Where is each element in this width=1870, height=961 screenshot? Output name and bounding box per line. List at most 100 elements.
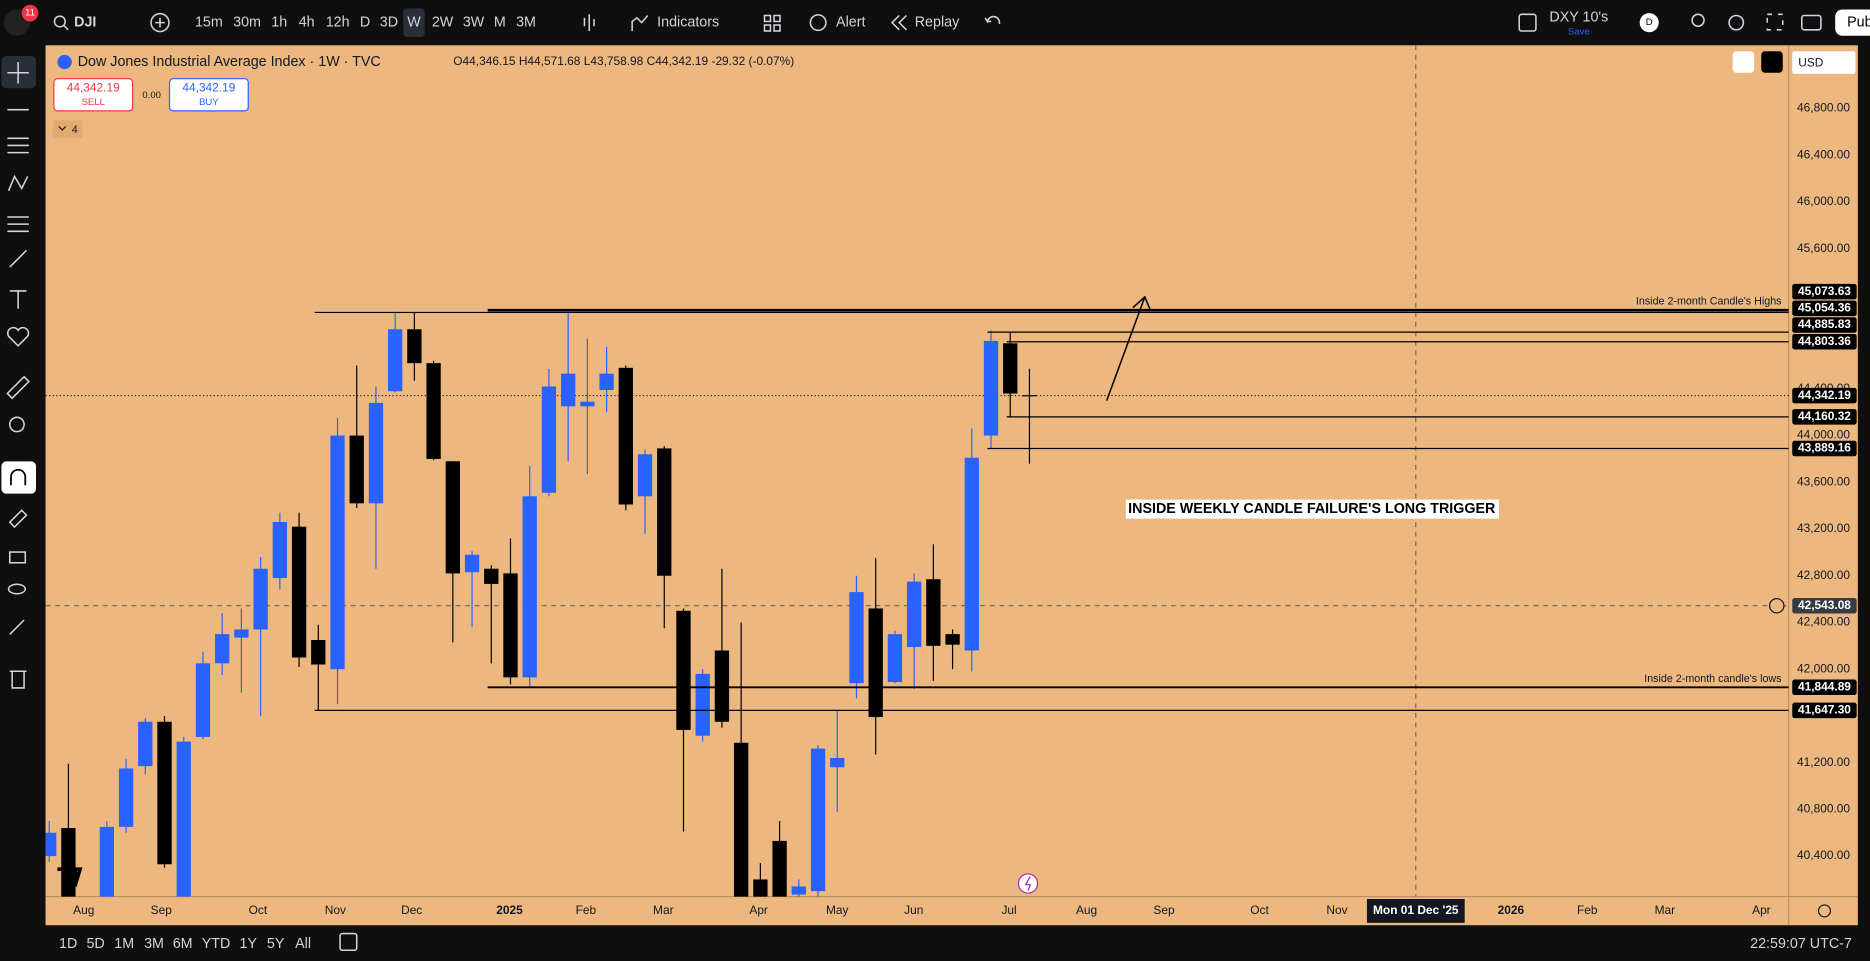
line-price-label: 44,160.32	[1798, 409, 1851, 423]
snapshot[interactable]	[1801, 14, 1822, 31]
interval[interactable]: D	[360, 14, 370, 30]
x-tick-label: Aug	[73, 903, 94, 917]
interval[interactable]: 30m	[233, 14, 261, 30]
forecast-tool[interactable]	[7, 216, 29, 233]
lock-tool[interactable]	[8, 551, 27, 564]
date-range-icon[interactable]	[339, 932, 358, 952]
candle-body	[464, 554, 480, 573]
interval[interactable]: 3W	[463, 14, 485, 30]
layout-icon	[763, 24, 772, 32]
events-bolt	[1024, 876, 1032, 891]
interval[interactable]: 2W	[432, 14, 454, 30]
candle-body	[772, 840, 787, 897]
candle-body	[445, 461, 460, 574]
interval[interactable]: 15m	[195, 14, 223, 30]
publish: Pub	[1847, 14, 1870, 30]
fib-tool[interactable]	[7, 137, 29, 154]
fullscreen[interactable]	[1766, 13, 1784, 31]
axis-settings[interactable]	[1817, 904, 1832, 918]
line-price-label-bg	[1792, 317, 1857, 333]
candle-body	[714, 650, 730, 722]
candle-body	[637, 454, 653, 497]
candle-body	[945, 634, 960, 645]
stay-drawing[interactable]	[8, 509, 28, 529]
settings[interactable]	[1728, 14, 1745, 31]
candle-body	[522, 496, 537, 678]
symbol[interactable]: DJI	[74, 14, 96, 30]
x-tick-label: Oct	[1250, 903, 1269, 917]
line-price-label-bg	[1792, 333, 1857, 350]
chart-type-icon[interactable]	[583, 14, 595, 31]
brush-tool[interactable]	[9, 249, 28, 268]
remove-tool[interactable]	[9, 670, 27, 689]
hide-tool[interactable]	[7, 583, 27, 595]
icon-tool[interactable]	[7, 326, 30, 347]
line-price-label-bg	[1792, 283, 1857, 300]
add-symbol-icon	[155, 17, 165, 28]
x-tick-label: Nov	[325, 903, 346, 917]
layout-toggle[interactable]	[1518, 13, 1537, 32]
layout-icon	[773, 14, 781, 23]
currency-select[interactable]	[1792, 51, 1856, 74]
interval[interactable]: W	[407, 14, 421, 30]
y-tick-label: 46,400.00	[1797, 147, 1850, 161]
interval[interactable]: 12h	[326, 14, 350, 30]
range[interactable]: 3M	[144, 936, 164, 952]
undo[interactable]	[984, 15, 1001, 24]
x-tick-label: Oct	[249, 903, 268, 917]
interval-active	[403, 8, 425, 37]
indicators[interactable]: Indicators	[657, 14, 719, 30]
range[interactable]: 1M	[114, 936, 134, 952]
candle-body	[868, 608, 883, 718]
alert-icon	[809, 14, 827, 32]
scroll-button[interactable]	[1732, 51, 1755, 73]
add-symbol[interactable]	[150, 12, 170, 33]
text-tool[interactable]	[9, 290, 27, 309]
range[interactable]: 1D	[59, 936, 77, 952]
chevron	[58, 125, 67, 131]
zoom-tool[interactable]	[8, 416, 25, 433]
alerts-badge: 11	[25, 8, 35, 19]
interval[interactable]: 1h	[271, 14, 287, 30]
interval[interactable]: 3D	[380, 14, 398, 30]
range[interactable]: 6M	[173, 936, 193, 952]
layout-icon	[773, 24, 781, 32]
candle-body	[157, 721, 172, 865]
pattern-tool[interactable]	[7, 174, 29, 192]
events-icon[interactable]	[1017, 873, 1039, 894]
reset-button[interactable]	[1761, 51, 1783, 73]
spread: 0.00	[142, 90, 161, 101]
alert[interactable]: Alert	[836, 14, 865, 30]
crosshair-date: Mon 01 Dec '25	[1373, 903, 1459, 917]
buy-button[interactable]	[168, 78, 249, 112]
publish-button[interactable]	[1835, 9, 1870, 36]
candle-body	[1022, 395, 1037, 397]
replay[interactable]: Replay	[915, 14, 960, 30]
range[interactable]: All	[295, 936, 311, 952]
range[interactable]: 5Y	[267, 936, 285, 952]
avatar[interactable]	[1639, 13, 1659, 33]
y-tick-label: 40,800.00	[1797, 802, 1850, 816]
interval[interactable]: 4h	[299, 14, 315, 30]
search-tool[interactable]	[1691, 13, 1705, 28]
layout-icon[interactable]	[763, 14, 772, 23]
indicators-collapse[interactable]	[52, 120, 83, 139]
measure-tool[interactable]	[6, 375, 30, 400]
add-alert[interactable]	[1769, 598, 1785, 614]
link-tool[interactable]	[9, 619, 25, 635]
layout-name[interactable]: DXY 10's	[1549, 10, 1608, 26]
sell-button[interactable]	[53, 78, 134, 112]
interval[interactable]: M	[494, 14, 506, 30]
crosshair-tool[interactable]	[7, 62, 29, 84]
interval[interactable]: 3M	[516, 14, 536, 30]
magnet-tool[interactable]	[10, 468, 27, 486]
search-icon	[62, 24, 69, 31]
range[interactable]: YTD	[202, 936, 231, 952]
search-icon[interactable]	[53, 15, 66, 28]
annotation-box	[1125, 499, 1499, 519]
candle-body	[676, 610, 691, 730]
last-price-label-bg	[1792, 387, 1857, 404]
range[interactable]: 5D	[86, 936, 104, 952]
range[interactable]: 1Y	[239, 936, 257, 952]
